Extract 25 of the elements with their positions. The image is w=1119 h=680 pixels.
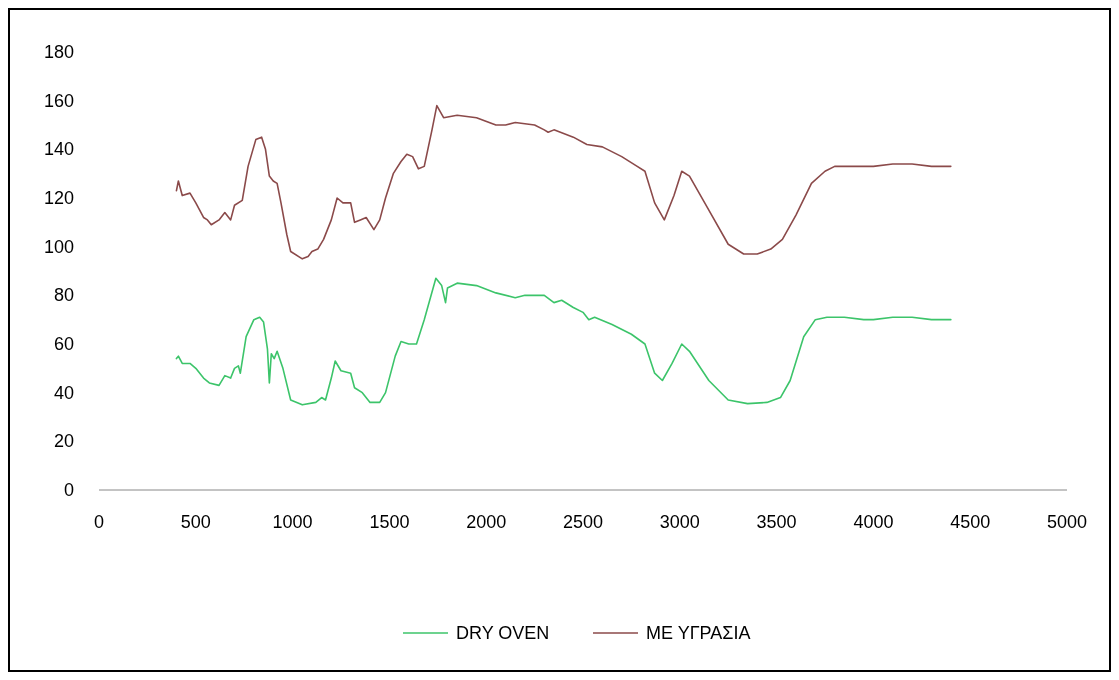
line-series xyxy=(175,277,952,406)
y-tick-label: 60 xyxy=(53,334,74,354)
x-tick-label: 5000 xyxy=(1046,512,1088,532)
x-tick-label: 3000 xyxy=(659,512,700,532)
x-tick-label: 4500 xyxy=(950,512,991,532)
y-tick-label: 180 xyxy=(43,42,74,62)
x-tick-label: 3500 xyxy=(756,512,797,532)
y-tick-label: 140 xyxy=(43,139,74,160)
x-tick-label: 1000 xyxy=(272,512,313,532)
legend-label: DRY OVEN xyxy=(456,623,550,643)
y-tick-label: 80 xyxy=(53,285,74,306)
legend-label: ΜΕ ΥΓΡΑΣΙΑ xyxy=(646,623,751,643)
y-tick-label: 20 xyxy=(53,431,74,452)
y-tick-label: 160 xyxy=(43,90,74,111)
x-tick-label: 2500 xyxy=(562,512,604,532)
y-tick-label: 120 xyxy=(43,188,74,208)
x-tick-label: 1500 xyxy=(369,512,410,532)
x-tick-label: 0 xyxy=(93,512,105,532)
y-tick-label: 0 xyxy=(63,480,74,500)
y-tick-label: 40 xyxy=(53,382,74,403)
x-tick-label: 2000 xyxy=(466,512,507,532)
y-tick-label: 100 xyxy=(43,236,74,257)
line-series xyxy=(175,104,952,260)
x-tick-label: 500 xyxy=(180,512,211,532)
x-tick-label: 4000 xyxy=(853,512,894,532)
